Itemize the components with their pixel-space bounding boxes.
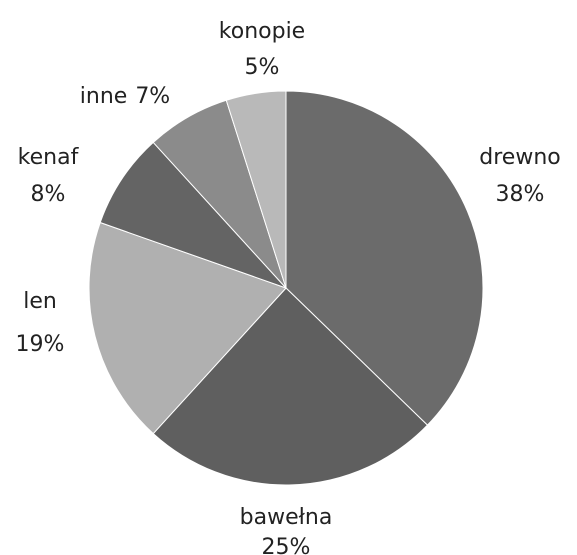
value-label: 25%	[262, 535, 311, 555]
category-label: kenaf	[18, 145, 80, 170]
value-label: 5%	[245, 55, 280, 80]
pie-slice	[152, 287, 429, 486]
pie-slice	[285, 90, 484, 426]
value-label: 7%	[135, 84, 170, 109]
pie-slice	[225, 90, 287, 289]
category-label: len	[23, 289, 57, 314]
category-label: konopie	[219, 19, 305, 44]
value-label: 8%	[31, 182, 66, 207]
category-label: bawełna	[240, 505, 333, 530]
data-label: inne 7%	[80, 84, 170, 109]
pie-slice	[88, 221, 287, 435]
pie-slice	[99, 141, 287, 289]
value-label: 38%	[496, 182, 545, 207]
category-label: inne	[80, 84, 128, 109]
category-label: drewno	[479, 145, 560, 170]
value-label: 19%	[16, 332, 65, 357]
